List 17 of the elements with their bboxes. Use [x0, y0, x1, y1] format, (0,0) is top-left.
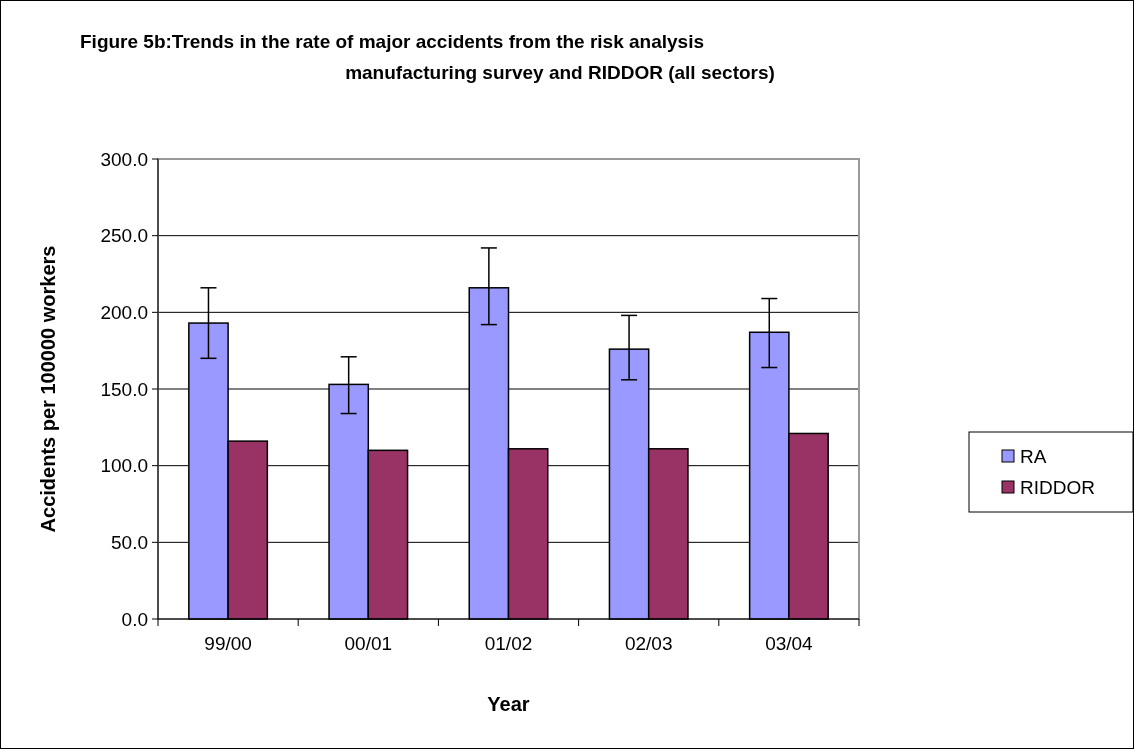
legend-label: RIDDOR [1020, 476, 1095, 498]
y-tick-label: 250.0 [100, 225, 148, 247]
y-tick-label: 50.0 [111, 531, 148, 553]
y-tick-label: 0.0 [121, 608, 148, 630]
y-tick-label: 150.0 [100, 378, 148, 400]
x-tick-label: 01/02 [484, 633, 533, 654]
x-tick-label: 99/00 [204, 633, 252, 654]
x-tick-label: 02/03 [624, 633, 673, 654]
y-tick-label: 200.0 [100, 301, 148, 323]
legend-label: RA [1020, 445, 1047, 467]
y-axis-title: Accidents per 100000 workers [37, 245, 59, 533]
y-tick-label: 300.0 [100, 148, 148, 170]
y-tick-label: 100.0 [100, 455, 148, 477]
x-tick-label: 00/01 [344, 633, 393, 654]
x-tick-label: 03/04 [765, 633, 814, 654]
chart-title: Figure 5b:Trends in the rate of major accidents from the risk analysis manufacturing survey and RIDDOR (all sectors) [80, 31, 775, 83]
x-axis-title: Year [487, 693, 530, 715]
